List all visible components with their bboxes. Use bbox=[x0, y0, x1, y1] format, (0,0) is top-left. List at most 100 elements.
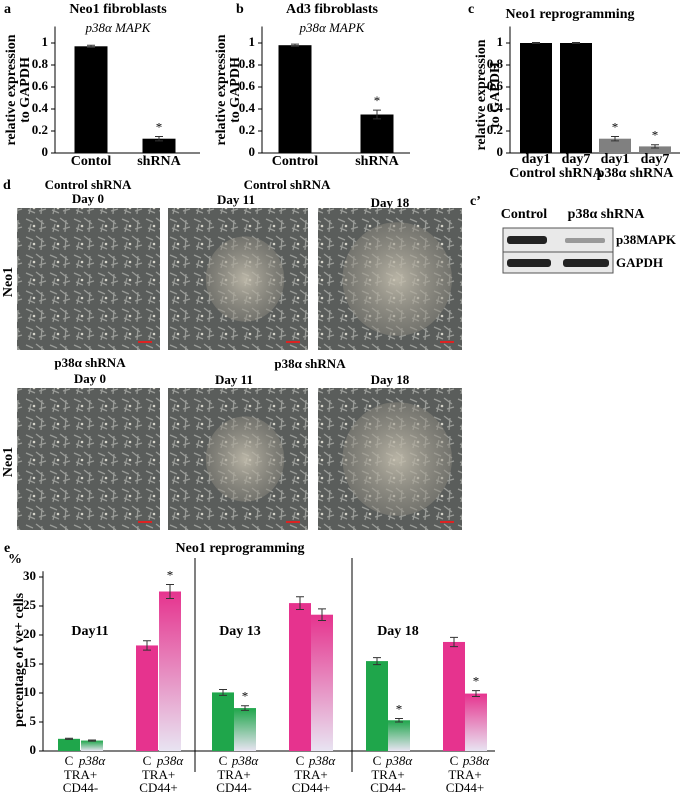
y-tick-label: 20 bbox=[23, 626, 36, 641]
significance-marker: * bbox=[167, 568, 174, 583]
band-label: p38MAPK bbox=[616, 232, 677, 247]
image-title: p38α shRNA bbox=[54, 355, 126, 370]
error-bar bbox=[532, 41, 540, 45]
image-day: Day 11 bbox=[215, 372, 253, 387]
image-day: Day 0 bbox=[74, 371, 106, 386]
y-tick-label: 0.4 bbox=[32, 100, 49, 115]
error-bar bbox=[88, 739, 96, 742]
y-tick-label: 1 bbox=[249, 34, 256, 49]
series-label: C bbox=[143, 753, 152, 768]
x-tick-label: day7 bbox=[562, 152, 591, 167]
image-day: Day 0 bbox=[72, 191, 104, 206]
error-bar bbox=[155, 136, 163, 142]
bar bbox=[136, 645, 158, 751]
x-tick-label: TRA+ bbox=[294, 767, 327, 782]
bar bbox=[142, 138, 176, 153]
micrograph bbox=[17, 388, 160, 530]
bar bbox=[234, 708, 256, 751]
chart-subtitle: p38α MAPK bbox=[299, 20, 366, 35]
band bbox=[563, 259, 609, 267]
x-tick-label: TRA+ bbox=[142, 767, 175, 782]
bar bbox=[388, 720, 410, 751]
panel-letter: a bbox=[4, 2, 11, 17]
band bbox=[565, 238, 605, 243]
bar bbox=[520, 43, 552, 153]
panel-letter: c’ bbox=[470, 194, 481, 209]
panel-letter: e bbox=[4, 541, 10, 556]
series-label: p38α bbox=[462, 753, 491, 768]
x-tick-label: day7 bbox=[641, 152, 670, 167]
y-axis-label: percentage of ve+ cells bbox=[12, 592, 27, 727]
y-tick-label: 0.8 bbox=[239, 56, 256, 71]
y-tick-label: 0.4 bbox=[487, 100, 504, 115]
x-tick-label: CD44- bbox=[370, 780, 405, 795]
chart-title: Neo1 reprogramming bbox=[506, 7, 635, 22]
y-axis-label: relative expression bbox=[4, 34, 19, 145]
y-tick-label: 0.2 bbox=[239, 122, 255, 137]
image-day: Day 11 bbox=[217, 192, 255, 207]
error-bar bbox=[572, 41, 580, 45]
significance-marker: * bbox=[652, 128, 659, 143]
bar bbox=[360, 114, 394, 153]
series-label: C bbox=[373, 753, 382, 768]
panel-letter: b bbox=[236, 2, 244, 17]
series-label: C bbox=[219, 753, 228, 768]
error-bar bbox=[395, 718, 403, 723]
x-tick-label: day1 bbox=[522, 152, 551, 167]
lane-label: p38α shRNA bbox=[568, 207, 646, 222]
significance-marker: * bbox=[242, 689, 249, 704]
image-title: Control shRNA bbox=[244, 177, 331, 192]
y-axis-label: relative expression bbox=[214, 34, 229, 145]
y-tick-label: 25 bbox=[23, 597, 37, 612]
x-tick-label: TRA+ bbox=[371, 767, 404, 782]
error-bar bbox=[241, 705, 249, 711]
y-tick-label: 0.6 bbox=[32, 78, 49, 93]
y-tick-label: 5 bbox=[30, 713, 37, 728]
y-axis-label: to GAPDH bbox=[488, 62, 503, 128]
y-tick-label: 0 bbox=[30, 742, 37, 757]
y-tick-label: 0.6 bbox=[487, 78, 504, 93]
significance-marker: * bbox=[396, 702, 403, 717]
x-tick-label: Contol bbox=[71, 154, 112, 169]
y-tick-label: 0.4 bbox=[239, 100, 256, 115]
significance-marker: * bbox=[156, 119, 163, 134]
bar bbox=[560, 43, 592, 153]
y-tick-label: 0.8 bbox=[487, 56, 504, 71]
y-tick-label: 15 bbox=[23, 655, 37, 670]
chart-title: Neo1 reprogramming bbox=[176, 541, 305, 556]
y-tick-label: 1 bbox=[42, 34, 49, 49]
error-bar bbox=[611, 136, 619, 142]
error-bar bbox=[472, 690, 480, 697]
row-label: Neo1 bbox=[1, 447, 16, 477]
bar bbox=[639, 146, 671, 153]
series-label: C bbox=[450, 753, 459, 768]
x-tick-label: CD44+ bbox=[139, 780, 177, 795]
bar bbox=[81, 740, 103, 751]
panel-letter: c bbox=[468, 2, 474, 17]
band bbox=[507, 259, 551, 267]
section-label: Day 13 bbox=[219, 624, 261, 639]
group-label: Control shRNA bbox=[509, 166, 603, 181]
y-tick-label: 0.2 bbox=[487, 122, 503, 137]
x-tick-label: day1 bbox=[601, 152, 630, 167]
significance-marker: * bbox=[473, 674, 480, 689]
band-label: GAPDH bbox=[616, 255, 663, 270]
y-tick-label: 0 bbox=[42, 144, 49, 159]
error-bar bbox=[87, 44, 95, 48]
bar bbox=[74, 46, 108, 153]
y-axis-label: to GAPDH bbox=[228, 57, 243, 123]
x-tick-label: TRA+ bbox=[64, 767, 97, 782]
error-bar bbox=[291, 43, 299, 47]
error-bar bbox=[373, 109, 381, 120]
x-tick-label: CD44- bbox=[216, 780, 251, 795]
bar bbox=[159, 591, 181, 751]
x-tick-label: shRNA bbox=[137, 154, 181, 169]
series-label: p38α bbox=[78, 753, 107, 768]
colony bbox=[342, 222, 452, 336]
bar bbox=[311, 614, 333, 751]
series-label: p38α bbox=[308, 753, 337, 768]
section-label: Day 18 bbox=[377, 624, 419, 639]
micrograph bbox=[17, 208, 160, 350]
image-day: Day 18 bbox=[371, 372, 410, 387]
error-bar bbox=[296, 596, 304, 610]
